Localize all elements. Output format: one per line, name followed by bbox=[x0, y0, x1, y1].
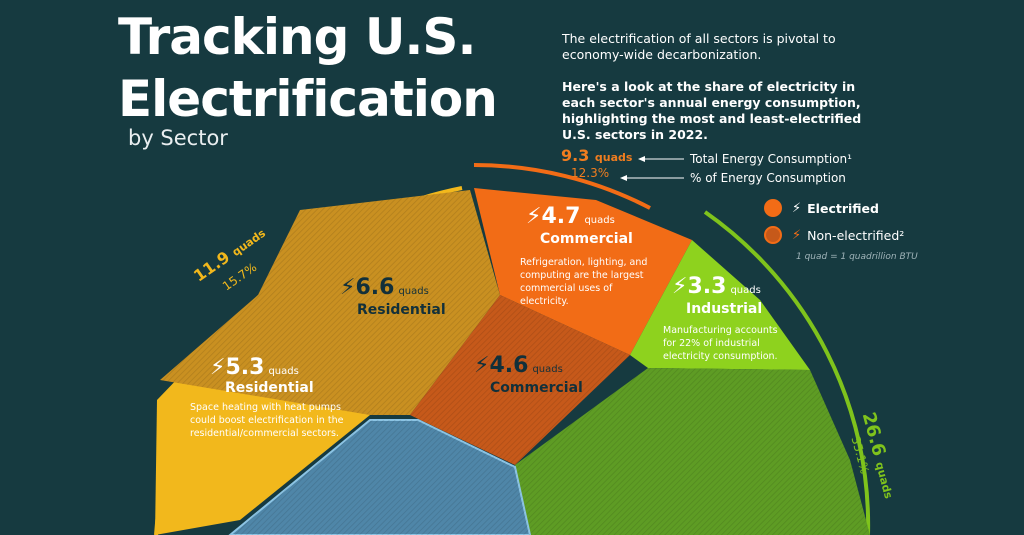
residential-electrified-label: Residential bbox=[225, 380, 314, 396]
segment-commercial-electrified bbox=[474, 188, 692, 355]
title-line-1: Tracking U.S. bbox=[118, 8, 476, 66]
residential-non-electrified-label: Residential bbox=[357, 302, 446, 318]
title-line-2: Electrification bbox=[118, 70, 498, 128]
bolt-icon: ⚡ bbox=[672, 274, 688, 299]
bolt-icon: ⚡ bbox=[792, 227, 802, 243]
unit-note: 1 quad = 1 quadrillion BTU bbox=[796, 252, 918, 262]
segment-residential-non-electrified-hatch bbox=[160, 190, 500, 415]
bolt-icon: ⚡ bbox=[792, 200, 802, 216]
ring-industrial bbox=[703, 210, 871, 535]
industrial-electrified-label: Industrial bbox=[686, 301, 763, 317]
intro-paragraph: The electrification of all sectors is pi… bbox=[562, 31, 836, 62]
commercial-description: Refrigeration, lighting, and computing a… bbox=[520, 257, 648, 307]
legend-electrified-swatch bbox=[764, 199, 782, 217]
legend-non-electrified-swatch bbox=[764, 226, 782, 244]
industrial-electrified-value: ⚡3.3 quads bbox=[672, 274, 761, 299]
commercial-electrified-value: ⚡4.7 quads bbox=[526, 204, 615, 229]
intro-text: The electrification of all sectors is pi… bbox=[562, 31, 892, 143]
residential-description: Space heating with heat pumps could boos… bbox=[190, 402, 344, 439]
residential-electrified-value: ⚡5.3 quads bbox=[210, 355, 299, 380]
bolt-icon: ⚡ bbox=[210, 355, 226, 380]
industrial-description: Manufacturing accounts for 22% of indust… bbox=[663, 325, 778, 362]
intro-highlight: Here's a look at the share of electricit… bbox=[562, 79, 862, 142]
total-label: Total Energy Consumption¹ bbox=[690, 152, 852, 166]
bolt-icon: ⚡ bbox=[340, 275, 356, 300]
page-title: Tracking U.S. Electrification bbox=[118, 6, 498, 130]
commercial-non-electrified-label: Commercial bbox=[490, 380, 583, 396]
residential-non-electrified-value: ⚡6.6 quads bbox=[340, 275, 429, 300]
pct-label: % of Energy Consumption bbox=[690, 171, 846, 185]
commercial-total: 9.3 quads bbox=[561, 146, 633, 165]
segment-transportation-hatch bbox=[230, 420, 530, 535]
ring-commercial bbox=[473, 163, 651, 210]
segment-commercial-non-electrified-hatch bbox=[410, 295, 630, 465]
legend-non-electrified: ⚡ Non-electrified² bbox=[764, 226, 904, 244]
bolt-icon: ⚡ bbox=[526, 204, 542, 229]
commercial-pct: 12.3% bbox=[571, 166, 610, 180]
legend-electrified: ⚡ Electrified bbox=[764, 199, 879, 217]
bolt-icon: ⚡ bbox=[474, 353, 490, 378]
segment-industrial-non-electrified-hatch bbox=[515, 368, 870, 535]
commercial-non-electrified-value: ⚡4.6 quads bbox=[474, 353, 563, 378]
commercial-electrified-label: Commercial bbox=[540, 231, 633, 247]
segment-industrial-electrified bbox=[630, 240, 810, 370]
page-subtitle: by Sector bbox=[128, 126, 228, 150]
